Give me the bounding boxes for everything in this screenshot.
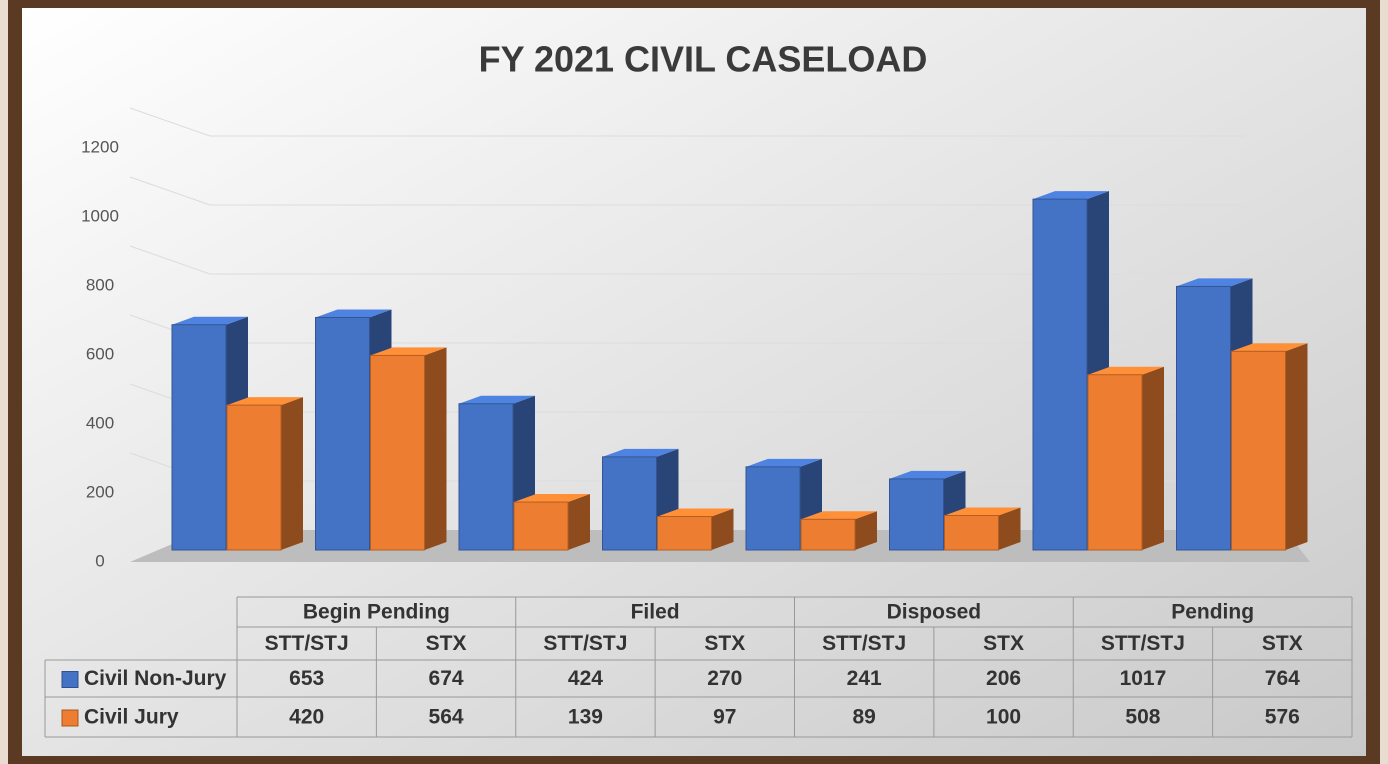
y-tick-label: 0 [95,551,104,570]
category-label: STX [704,632,745,655]
bar-side [281,397,303,550]
table-value: 653 [289,667,324,690]
bar [458,403,514,551]
legend-label: Civil Jury [84,706,179,729]
bar [889,478,944,551]
bar [226,404,282,551]
y-tick-label: 1000 [81,206,119,225]
grid-line-side [129,245,211,275]
bar [602,456,657,551]
bar-top [1033,191,1109,200]
group-label: Filed [631,601,680,624]
bar-top [657,508,734,517]
category-label: STX [426,632,467,655]
group-label: Disposed [887,601,982,624]
bar-top [1176,278,1253,287]
bar-side [568,494,590,550]
bar-top [459,395,535,404]
grid-line-side [129,176,211,206]
table-value: 97 [713,706,736,729]
bar [1176,285,1231,551]
table-value: 100 [986,706,1021,729]
bar-side [1285,343,1308,550]
table-value: 764 [1265,667,1300,690]
bar-top [1088,366,1164,375]
bar-top [172,316,248,325]
table-value: 139 [568,706,603,729]
bar [370,354,425,551]
table-value: 270 [707,667,742,690]
table-value: 564 [429,706,464,729]
table-value: 241 [847,667,882,690]
bar [1231,350,1286,551]
bar [745,466,801,551]
table-value: 89 [853,706,876,729]
grid-line-side [129,107,211,137]
bar-top [370,347,447,356]
category-label: STX [983,632,1024,655]
y-tick-label: 400 [86,413,114,432]
bar-top [746,458,822,467]
bar-side [855,511,877,550]
legend-swatch [61,671,79,688]
table-value: 206 [986,667,1021,690]
bar-top [889,470,966,479]
table-value: 674 [429,667,464,690]
bar-side [424,347,447,550]
table-value: 508 [1125,706,1160,729]
bar [315,316,370,551]
chart-title: FY 2021 CIVIL CASELOAD [479,39,928,80]
bar-side [711,508,734,550]
bar [800,518,856,551]
group-label: Pending [1171,601,1254,624]
bar [1032,198,1088,551]
bar-top [944,507,1021,516]
bar [657,516,712,551]
y-tick-label: 200 [86,482,114,501]
category-label: STT/STJ [822,632,906,655]
bar [944,515,999,551]
table-value: 1017 [1120,667,1167,690]
bar-top [801,511,877,520]
category-label: STT/STJ [1101,632,1185,655]
category-label: STT/STJ [543,632,627,655]
legend-label: Civil Non-Jury [84,667,227,690]
y-tick-label: 600 [86,344,114,363]
table-value: 424 [568,667,603,690]
y-tick-label: 800 [86,275,114,294]
table-value: 420 [289,706,324,729]
y-tick-label: 1200 [81,137,119,156]
bar-top [602,448,679,457]
bar-top [227,397,303,406]
bar [171,324,227,551]
bar-side [998,507,1021,550]
legend-swatch [61,709,79,727]
category-label: STX [1262,632,1303,655]
bar-side [1142,366,1164,550]
bar-top [1231,343,1308,352]
bar-top [514,494,590,503]
table-value: 576 [1265,706,1300,729]
bar [513,501,569,551]
category-label: STT/STJ [265,632,349,655]
bar [1087,374,1143,551]
bar-top [315,309,392,318]
group-label: Begin Pending [303,601,450,624]
